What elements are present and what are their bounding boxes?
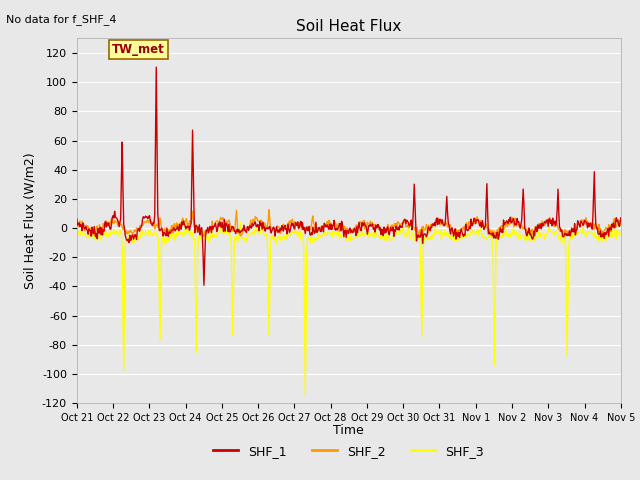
Y-axis label: Soil Heat Flux (W/m2): Soil Heat Flux (W/m2) bbox=[24, 153, 36, 289]
SHF_3 bbox=[83, 234, 90, 240]
SHF_1 bbox=[617, 215, 625, 221]
SHF_1 bbox=[83, 227, 90, 232]
Legend: SHF_1, SHF_2, SHF_3: SHF_1, SHF_2, SHF_3 bbox=[209, 440, 489, 463]
SHF_1 bbox=[73, 216, 81, 222]
SHF_1 bbox=[417, 234, 424, 240]
SHF_2 bbox=[139, 223, 147, 228]
SHF_2 bbox=[433, 219, 440, 225]
SHF_3 bbox=[194, 244, 202, 250]
Title: Soil Heat Flux: Soil Heat Flux bbox=[296, 20, 401, 35]
SHF_2 bbox=[617, 221, 625, 227]
SHF_2 bbox=[83, 226, 90, 232]
SHF_1 bbox=[139, 216, 147, 222]
SHF_2 bbox=[223, 218, 230, 224]
Line: SHF_3: SHF_3 bbox=[77, 222, 621, 395]
SHF_3 bbox=[433, 230, 440, 236]
SHF_2 bbox=[417, 226, 424, 232]
Line: SHF_2: SHF_2 bbox=[77, 210, 621, 237]
SHF_3 bbox=[417, 246, 424, 252]
SHF_3 bbox=[617, 232, 625, 238]
SHF_2 bbox=[194, 228, 202, 234]
SHF_2 bbox=[73, 224, 81, 229]
SHF_3 bbox=[139, 228, 147, 234]
SHF_2 bbox=[414, 234, 422, 240]
SHF_3 bbox=[236, 219, 244, 225]
X-axis label: Time: Time bbox=[333, 424, 364, 437]
SHF_2 bbox=[265, 207, 273, 213]
SHF_1 bbox=[200, 282, 208, 288]
Line: SHF_1: SHF_1 bbox=[77, 67, 621, 285]
SHF_1 bbox=[224, 229, 232, 235]
Text: No data for f_SHF_4: No data for f_SHF_4 bbox=[6, 14, 117, 25]
Text: TW_met: TW_met bbox=[112, 43, 165, 56]
SHF_1 bbox=[195, 226, 202, 232]
SHF_1 bbox=[433, 216, 440, 222]
SHF_3 bbox=[301, 392, 309, 398]
SHF_1 bbox=[152, 64, 160, 70]
SHF_3 bbox=[223, 229, 230, 235]
SHF_3 bbox=[73, 236, 81, 241]
